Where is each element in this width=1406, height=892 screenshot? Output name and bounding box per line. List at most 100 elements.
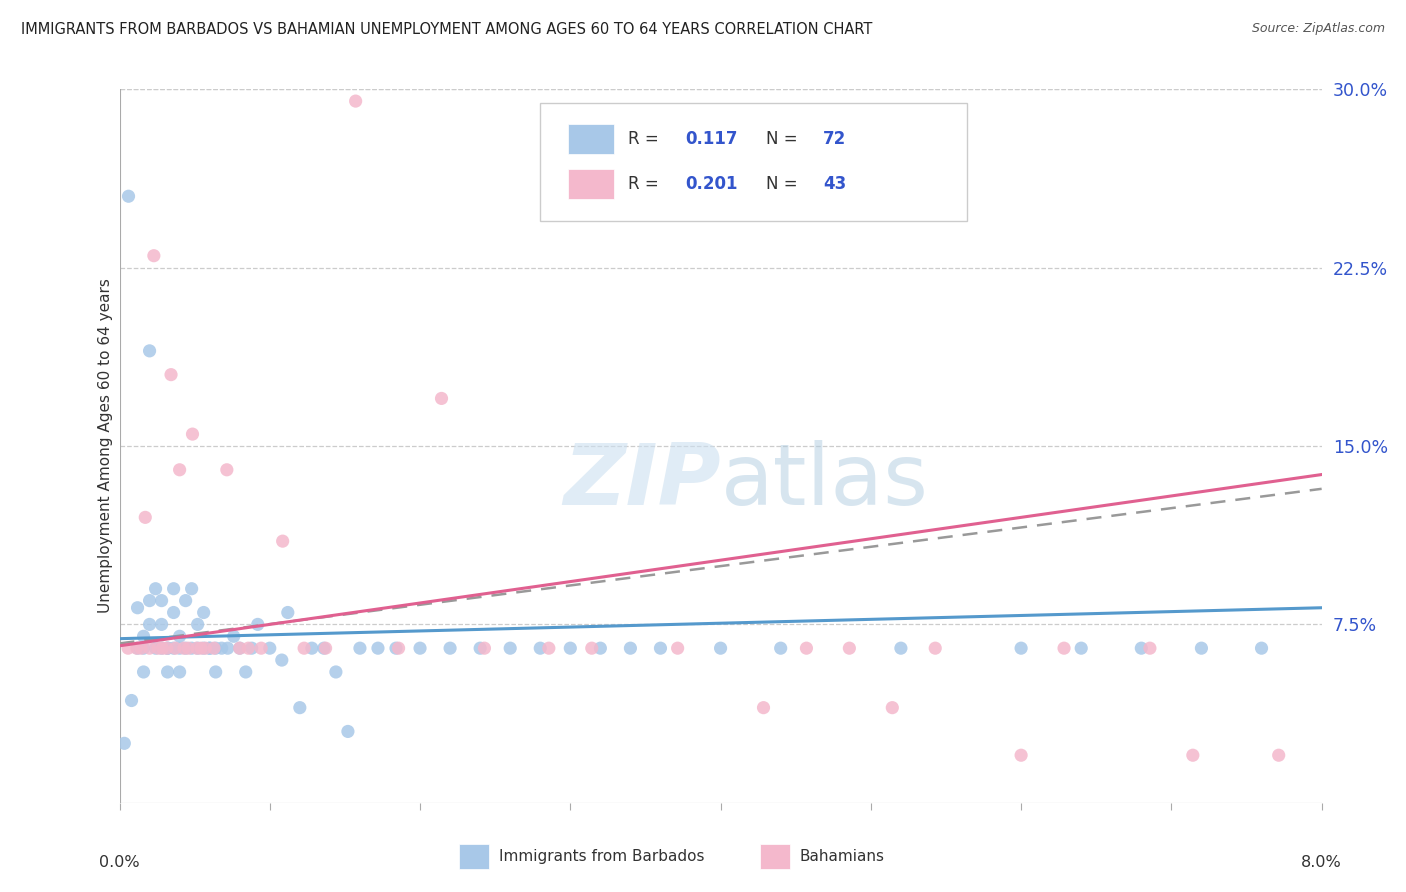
Point [156, 641, 179, 656]
Point [187, 641, 209, 656]
Y-axis label: Unemployment Among Ages 60 to 64 years: Unemployment Among Ages 60 to 64 years [98, 278, 112, 614]
Point [259, 641, 281, 656]
Point [117, 189, 139, 203]
Point [709, 641, 731, 656]
Text: Bahamians: Bahamians [800, 849, 884, 863]
Point [169, 463, 191, 477]
Point [138, 641, 160, 656]
Point [1139, 641, 1161, 656]
Point [349, 641, 371, 656]
Point [270, 653, 292, 667]
Point [169, 629, 191, 643]
Point [187, 617, 209, 632]
Point [890, 641, 912, 656]
Point [238, 641, 260, 656]
Point [468, 641, 491, 656]
Point [138, 593, 160, 607]
Text: 0.201: 0.201 [686, 175, 738, 193]
Point [529, 641, 551, 656]
Point [581, 641, 603, 656]
Bar [460, 844, 489, 869]
Point [240, 641, 263, 656]
Point [117, 641, 139, 656]
Point [156, 641, 179, 656]
Point [177, 641, 200, 656]
Point [193, 606, 215, 620]
Point [1267, 748, 1289, 763]
Point [156, 665, 179, 679]
Point [150, 593, 173, 607]
Point [190, 641, 212, 656]
Point [180, 582, 202, 596]
Point [211, 641, 233, 656]
Point [1189, 641, 1212, 656]
Point [198, 641, 221, 656]
Bar [568, 124, 613, 154]
Point [1070, 641, 1092, 656]
Point [235, 665, 257, 679]
Point [1010, 748, 1032, 763]
Text: Source: ZipAtlas.com: Source: ZipAtlas.com [1251, 22, 1385, 36]
Point [138, 617, 160, 632]
Point [162, 606, 184, 620]
Text: R =: R = [628, 175, 664, 193]
Point [288, 700, 311, 714]
Point [838, 641, 860, 656]
Point [882, 700, 904, 714]
Point [138, 343, 160, 358]
Point [367, 641, 389, 656]
Text: R =: R = [628, 130, 664, 148]
Point [174, 593, 197, 607]
Point [169, 641, 191, 656]
Point [146, 641, 169, 656]
Point [173, 641, 195, 656]
Text: N =: N = [766, 130, 803, 148]
Point [150, 641, 173, 656]
Point [277, 606, 299, 620]
Point [169, 665, 191, 679]
Point [204, 665, 226, 679]
Point [430, 392, 453, 406]
Point [560, 641, 582, 656]
Point [127, 600, 149, 615]
Point [666, 641, 689, 656]
Point [132, 629, 155, 643]
Point [112, 736, 135, 750]
Point [165, 641, 187, 656]
Point [589, 641, 612, 656]
Point [387, 641, 409, 656]
Point [204, 641, 226, 656]
Point [250, 641, 273, 656]
Point [194, 641, 217, 656]
Point [181, 427, 204, 442]
Point [385, 641, 408, 656]
Point [752, 700, 775, 714]
Point [180, 641, 202, 656]
Point [301, 641, 323, 656]
Point [156, 641, 179, 656]
Point [796, 641, 818, 656]
Point [125, 641, 148, 656]
Point [650, 641, 672, 656]
Point [142, 249, 165, 263]
Point [924, 641, 946, 656]
Point [292, 641, 315, 656]
Point [1053, 641, 1076, 656]
Bar [759, 844, 790, 869]
Bar [568, 169, 613, 199]
Point [160, 368, 183, 382]
Point [134, 510, 156, 524]
Text: atlas: atlas [720, 440, 928, 524]
Point [499, 641, 522, 656]
Point [132, 665, 155, 679]
Point [145, 582, 167, 596]
Point [132, 641, 155, 656]
Point [228, 641, 252, 656]
Text: 8.0%: 8.0% [1302, 855, 1341, 870]
Point [246, 617, 269, 632]
Point [336, 724, 359, 739]
Point [228, 641, 252, 656]
Point [1010, 641, 1032, 656]
Point [344, 94, 367, 108]
Point [215, 463, 238, 477]
